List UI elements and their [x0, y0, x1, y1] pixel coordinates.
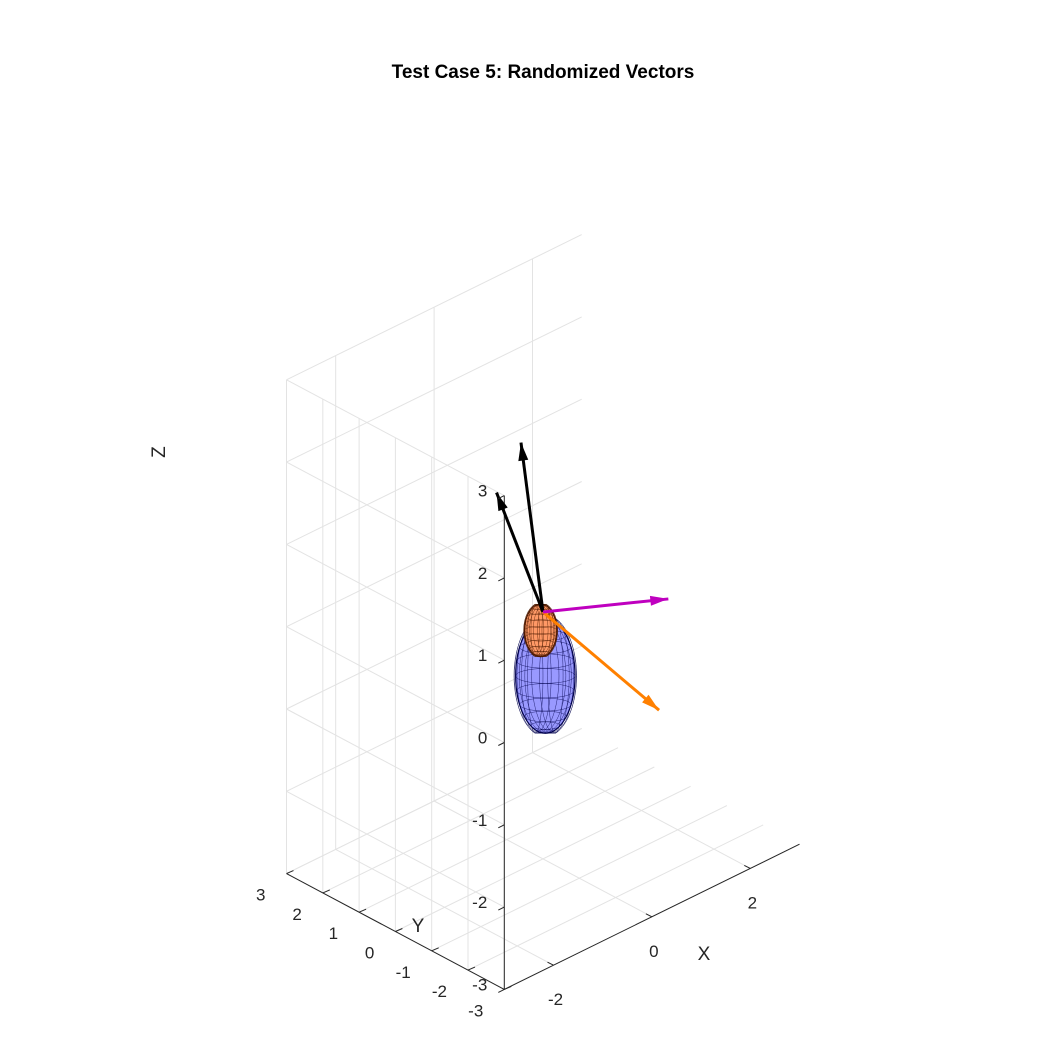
- grid-line: [286, 481, 582, 628]
- y-tick: [504, 985, 512, 990]
- y-tick: [431, 947, 439, 952]
- ellipsoid-mesh-line: [530, 603, 540, 657]
- x-axis-label: X: [698, 944, 711, 965]
- y-tick-label: 2: [292, 905, 301, 924]
- x-tick: [744, 864, 751, 869]
- z-tick: [498, 742, 505, 746]
- vector-shaft: [542, 597, 669, 614]
- vector-layer: [495, 442, 669, 712]
- y-tick: [467, 966, 476, 971]
- z-tick-label: -1: [472, 811, 487, 830]
- chart-title: Test Case 5: Randomized Vectors: [392, 62, 695, 83]
- grid-line: [286, 727, 582, 875]
- grid-line: [286, 398, 582, 545]
- z-axis-label: Z: [149, 446, 170, 458]
- grid-line: [286, 626, 505, 743]
- y-tick: [322, 889, 330, 894]
- z-tick-label: -3: [472, 975, 487, 994]
- vector-shaft: [542, 610, 661, 712]
- y-tick: [358, 908, 367, 913]
- vector-arrowhead: [496, 492, 508, 512]
- z-tick-label: 3: [478, 482, 487, 501]
- x-tick: [645, 913, 653, 918]
- x-axis-line: [504, 843, 800, 990]
- x-tick-label: 2: [748, 893, 757, 912]
- z-tick-label: -2: [472, 893, 487, 912]
- y-tick: [286, 870, 294, 875]
- z-tick: [498, 988, 505, 993]
- y-tick: [395, 928, 403, 932]
- y-tick-label: -2: [432, 982, 447, 1001]
- y-tick-label: 3: [256, 886, 265, 905]
- vector-4: [542, 595, 669, 614]
- vector-shaft: [495, 492, 545, 613]
- x-tick-label: -2: [548, 990, 563, 1009]
- grid-line: [286, 543, 505, 661]
- grid-line: [286, 379, 505, 497]
- surface-layer: [513, 603, 577, 734]
- grid-line: [286, 461, 505, 579]
- z-tick-label: 2: [478, 564, 487, 583]
- vector-arrowhead: [642, 694, 660, 711]
- grid-line: [286, 234, 582, 381]
- grid-line: [286, 316, 582, 463]
- y-tick-label: 1: [329, 924, 338, 943]
- grid-line: [431, 805, 728, 952]
- grid-line: [286, 708, 505, 826]
- vector-shaft: [519, 442, 545, 613]
- grid-line: [286, 790, 505, 908]
- z-tick: [498, 659, 505, 664]
- z-tick: [498, 906, 505, 911]
- y-tick-label: -1: [396, 963, 411, 982]
- y-tick-label: 0: [365, 944, 374, 963]
- y-axis-label: Y: [412, 916, 425, 937]
- z-tick-label: 1: [478, 646, 487, 665]
- x-tick-label: 0: [649, 942, 658, 961]
- vector-arrowhead: [649, 595, 669, 606]
- vector-1: [518, 442, 545, 613]
- tick-layer: -2 0 2 -3 -2 -1 0 1 2 3 -3 -2 -1 0 1 2 3: [256, 482, 757, 1021]
- z-tick-label: 0: [478, 729, 487, 748]
- grid-line: [395, 785, 691, 932]
- vector-arrowhead: [518, 442, 529, 462]
- z-tick: [498, 824, 505, 829]
- grid-line: [322, 747, 619, 894]
- vector-2: [495, 492, 545, 613]
- z-tick: [498, 495, 505, 500]
- grid-line: [467, 824, 764, 971]
- x-tick: [547, 961, 554, 966]
- axes-layer: [286, 495, 800, 990]
- grid-line: [358, 766, 655, 913]
- y-tick-label: -3: [468, 1001, 483, 1020]
- vector-3: [542, 610, 661, 712]
- z-tick: [498, 577, 505, 582]
